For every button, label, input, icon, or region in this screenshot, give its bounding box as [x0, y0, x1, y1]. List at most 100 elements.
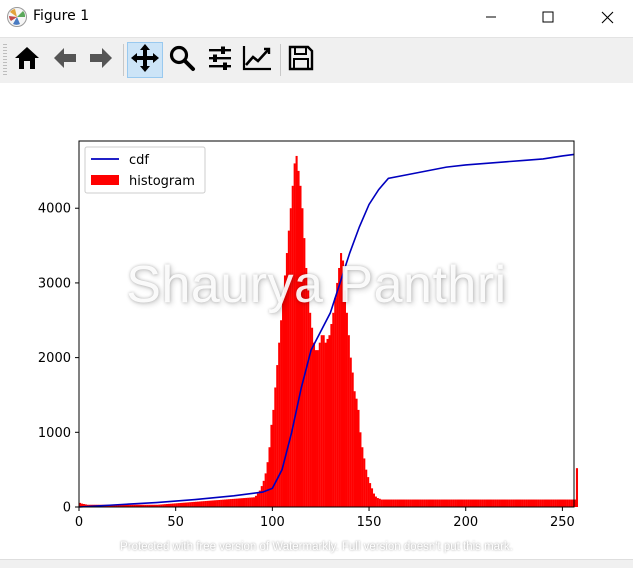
- histogram-bar: [457, 499, 461, 507]
- histogram-bar: [276, 365, 279, 507]
- minimize-button[interactable]: [468, 0, 514, 34]
- legend-histogram-label: histogram: [129, 174, 195, 189]
- histogram-bar: [488, 499, 492, 507]
- histogram-bar: [517, 499, 521, 507]
- histogram-bar: [148, 504, 151, 507]
- histogram-bar: [407, 499, 410, 507]
- close-button[interactable]: [584, 0, 630, 34]
- y-tick-label: 2000: [38, 351, 71, 366]
- histogram-bar: [324, 342, 327, 507]
- histogram-bar: [384, 499, 387, 507]
- legend-histogram-swatch: [91, 175, 119, 185]
- pan-button[interactable]: [127, 42, 163, 78]
- histogram-bar: [154, 504, 157, 507]
- histogram-bar: [427, 499, 430, 507]
- histogram-bar: [212, 500, 215, 507]
- histogram-bar: [312, 342, 316, 507]
- histogram-cdf-chart[interactable]: 0 50 100 150 200 250 0 1000 2000 3000 4000 cdf hi…: [0, 83, 633, 560]
- histogram-bar: [436, 499, 439, 507]
- histogram-bar: [283, 275, 287, 507]
- window-title: Figure 1: [33, 8, 90, 24]
- histogram-bars: [79, 155, 579, 507]
- histogram-bar: [568, 499, 571, 507]
- zoom-button[interactable]: [164, 42, 200, 78]
- histogram-bar: [409, 499, 412, 507]
- histogram-bar: [574, 499, 577, 507]
- subplots-button[interactable]: [202, 42, 238, 78]
- matplotlib-icon: [6, 6, 28, 28]
- y-tick-label: 4000: [38, 202, 71, 217]
- histogram-bar: [251, 497, 254, 507]
- histogram-bar: [318, 342, 321, 507]
- histogram-bar: [390, 499, 393, 507]
- histogram-bar: [380, 499, 383, 507]
- histogram-bar: [541, 499, 544, 507]
- histogram-bar: [425, 499, 428, 507]
- histogram-bar: [515, 499, 519, 507]
- edit-axes-button[interactable]: [239, 42, 275, 78]
- histogram-bar: [399, 499, 403, 507]
- histogram-bar: [430, 499, 433, 507]
- histogram-bar: [367, 477, 370, 507]
- histogram-bar: [336, 282, 339, 507]
- histogram-bar: [341, 260, 345, 507]
- histogram-bar: [189, 502, 192, 507]
- histogram-bar: [142, 504, 145, 507]
- maximize-icon: [542, 11, 554, 23]
- histogram-bar: [274, 387, 277, 507]
- histogram-bar: [204, 501, 207, 507]
- save-button[interactable]: [283, 42, 319, 78]
- histogram-bar: [469, 499, 472, 507]
- histogram-bar: [531, 499, 534, 507]
- home-button[interactable]: [9, 42, 45, 78]
- x-tick-label: 0: [75, 515, 83, 530]
- histogram-bar: [291, 185, 294, 507]
- histogram-bar: [338, 267, 341, 507]
- histogram-bar: [127, 504, 130, 507]
- histogram-bar: [224, 499, 227, 507]
- x-tick-label: 100: [260, 515, 285, 530]
- histogram-bar: [440, 499, 443, 507]
- histogram-bar: [423, 499, 426, 507]
- histogram-bar: [340, 253, 343, 507]
- histogram-bar: [144, 504, 147, 507]
- minimize-icon: [485, 11, 497, 23]
- histogram-bar: [111, 504, 114, 507]
- legend-cdf-label: cdf: [129, 153, 149, 168]
- histogram-bar: [483, 499, 486, 507]
- histogram-bar: [316, 350, 319, 507]
- histogram-bar: [84, 504, 87, 507]
- histogram-bar: [506, 499, 509, 507]
- histogram-bar: [287, 230, 290, 507]
- histogram-bar: [200, 501, 203, 507]
- histogram-bar: [512, 499, 515, 507]
- maximize-button[interactable]: [525, 0, 571, 34]
- histogram-bar: [175, 503, 178, 507]
- histogram-bar: [245, 497, 248, 507]
- histogram-bar: [365, 469, 368, 507]
- figure-canvas[interactable]: 0 50 100 150 200 250 0 1000 2000 3000 4000 cdf hi…: [0, 83, 633, 560]
- histogram-bar: [179, 502, 182, 507]
- histogram-bar: [113, 504, 116, 507]
- histogram-bar: [314, 350, 317, 507]
- histogram-bar: [479, 499, 482, 507]
- histogram-bar: [119, 504, 122, 507]
- arrow-right-icon: [87, 44, 115, 76]
- histogram-bar: [262, 480, 265, 507]
- histogram-bar: [529, 499, 532, 507]
- home-icon: [13, 44, 41, 76]
- histogram-bar: [247, 497, 250, 507]
- histogram-bar: [421, 499, 424, 507]
- back-button[interactable]: [47, 42, 83, 78]
- floppy-disk-icon: [287, 44, 315, 76]
- histogram-bar: [355, 398, 358, 507]
- histogram-bar: [320, 335, 323, 507]
- forward-button[interactable]: [83, 42, 119, 78]
- histogram-bar: [562, 499, 565, 507]
- magnifier-icon: [168, 44, 196, 76]
- histogram-bar: [546, 499, 550, 507]
- histogram-bar: [225, 499, 229, 507]
- histogram-bar: [558, 499, 561, 507]
- histogram-bar: [198, 501, 201, 507]
- histogram-bar: [432, 499, 435, 507]
